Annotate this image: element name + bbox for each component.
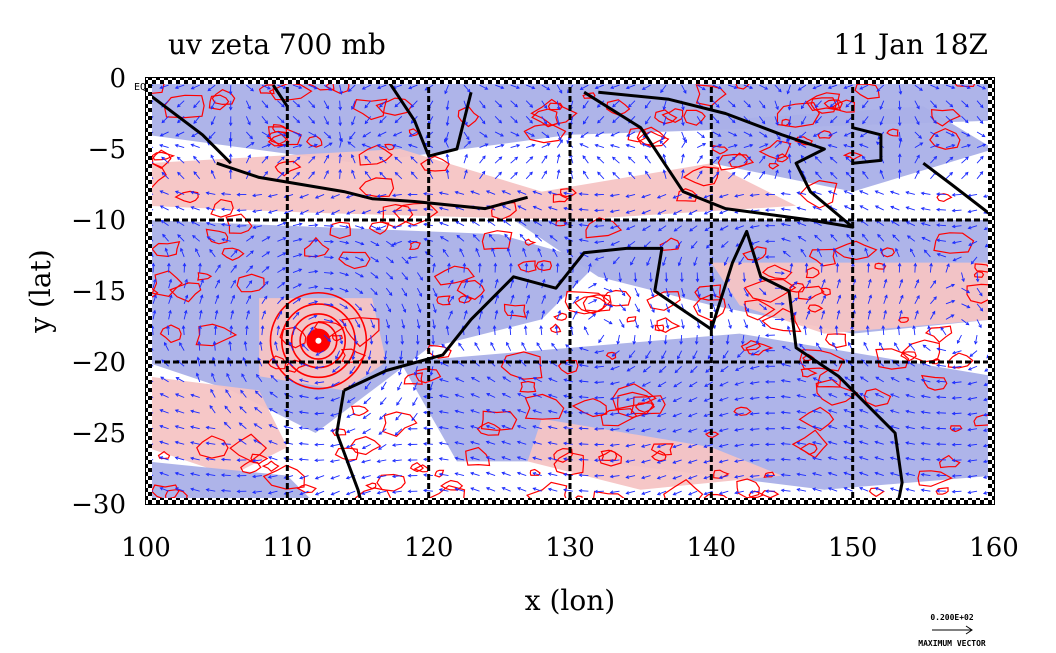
coastline-segment-1	[343, 229, 904, 504]
y-tick-label: −5	[88, 135, 126, 165]
y-tick-label: 0	[109, 64, 126, 94]
coastline-segment-8	[922, 162, 994, 219]
legend-arrowhead	[965, 625, 973, 635]
vorticity-region-6	[146, 376, 288, 476]
wind-vectors	[146, 84, 994, 496]
plot-area	[146, 78, 994, 504]
vorticity-region-9	[146, 461, 316, 504]
coastline-segment-4	[271, 84, 289, 108]
x-tick-label: 100	[121, 533, 171, 563]
lat-lon-grid	[146, 78, 994, 504]
legend-value: 0.200E+02	[930, 613, 974, 622]
y-tick-label: −15	[71, 277, 126, 307]
x-axis-label: x (lon)	[525, 584, 615, 617]
x-tick-label: 130	[545, 533, 595, 563]
legend-label: MAXIMUM VECTOR	[918, 639, 986, 648]
cyclone-contour	[299, 321, 338, 360]
coastline-segment-3	[146, 91, 232, 165]
x-tick-label: 150	[828, 533, 878, 563]
cyclone-center	[315, 337, 322, 344]
vorticity-region-1	[146, 149, 797, 220]
vorticity-region-10	[711, 106, 994, 192]
y-tick-label: −20	[71, 348, 126, 378]
y-tick-label: −10	[71, 206, 126, 236]
x-tick-labels: 100 110 120 130 140 150 160	[121, 533, 1019, 563]
corner-label: EQ	[134, 82, 146, 93]
figure-timestamp: 11 Jan 18Z	[834, 28, 988, 61]
y-tick-labels: 0 −5 −10 −15 −20 −25 −30	[71, 64, 126, 520]
coastline-segment-0	[335, 390, 364, 504]
coastline-segment-2	[216, 161, 528, 211]
x-tick-label: 110	[263, 533, 313, 563]
y-axis-label: y (lat)	[24, 249, 57, 333]
y-tick-label: −30	[71, 490, 126, 520]
y-tick-label: −25	[71, 419, 126, 449]
x-tick-label: 160	[969, 533, 1019, 563]
coastlines	[146, 78, 994, 504]
coastline-segment-7	[852, 126, 883, 165]
cyclone-contour	[269, 291, 368, 390]
plot-frame	[145, 77, 995, 505]
figure-title: uv zeta 700 mb	[168, 28, 386, 61]
coastline-segment-5	[385, 78, 473, 158]
x-tick-label: 140	[687, 533, 737, 563]
x-tick-label: 120	[404, 533, 454, 563]
vector-legend: 0.200E+02 MAXIMUM VECTOR	[918, 613, 986, 648]
coastline-segment-6	[583, 90, 855, 229]
cyclone-contour	[280, 303, 356, 379]
